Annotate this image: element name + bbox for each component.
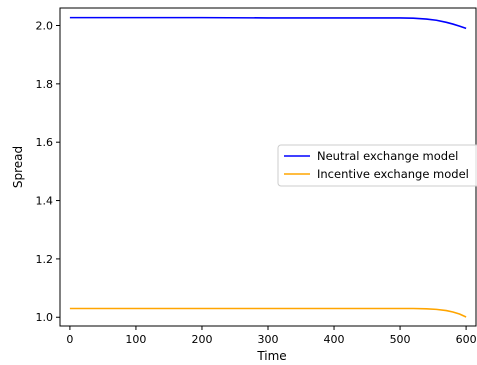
x-tick-label: 500 bbox=[390, 333, 411, 346]
y-tick-label: 1.8 bbox=[36, 78, 54, 91]
legend-box bbox=[277, 144, 477, 187]
plot-lines bbox=[69, 16, 467, 318]
legend-label-incentive-exchange-model: Incentive exchange model bbox=[317, 167, 469, 181]
series-line-neutral-exchange-model bbox=[69, 16, 467, 30]
y-axis-ticks: 1.0 1.2 1.4 1.6 1.8 2.0 bbox=[36, 20, 60, 324]
x-axis-ticks: 0 100 200 300 400 500 600 bbox=[66, 326, 477, 346]
x-tick-label: 100 bbox=[125, 333, 146, 346]
y-tick-label: 1.4 bbox=[36, 195, 54, 208]
y-axis-label: Spread bbox=[11, 146, 25, 188]
legend-label-neutral-exchange-model: Neutral exchange model bbox=[317, 149, 458, 163]
x-tick-label: 600 bbox=[456, 333, 477, 346]
x-tick-label: 200 bbox=[191, 333, 212, 346]
x-tick-label: 400 bbox=[324, 333, 345, 346]
y-tick-label: 1.0 bbox=[36, 311, 54, 324]
y-tick-label: 1.2 bbox=[36, 253, 54, 266]
x-axis-label: Time bbox=[256, 349, 286, 363]
y-tick-label: 1.6 bbox=[36, 136, 54, 149]
x-tick-label: 0 bbox=[66, 333, 73, 346]
series-line-incentive-exchange-model bbox=[69, 307, 467, 318]
x-tick-label: 300 bbox=[258, 333, 279, 346]
y-tick-label: 2.0 bbox=[36, 20, 54, 33]
legend: Neutral exchange model Incentive exchang… bbox=[277, 144, 477, 187]
